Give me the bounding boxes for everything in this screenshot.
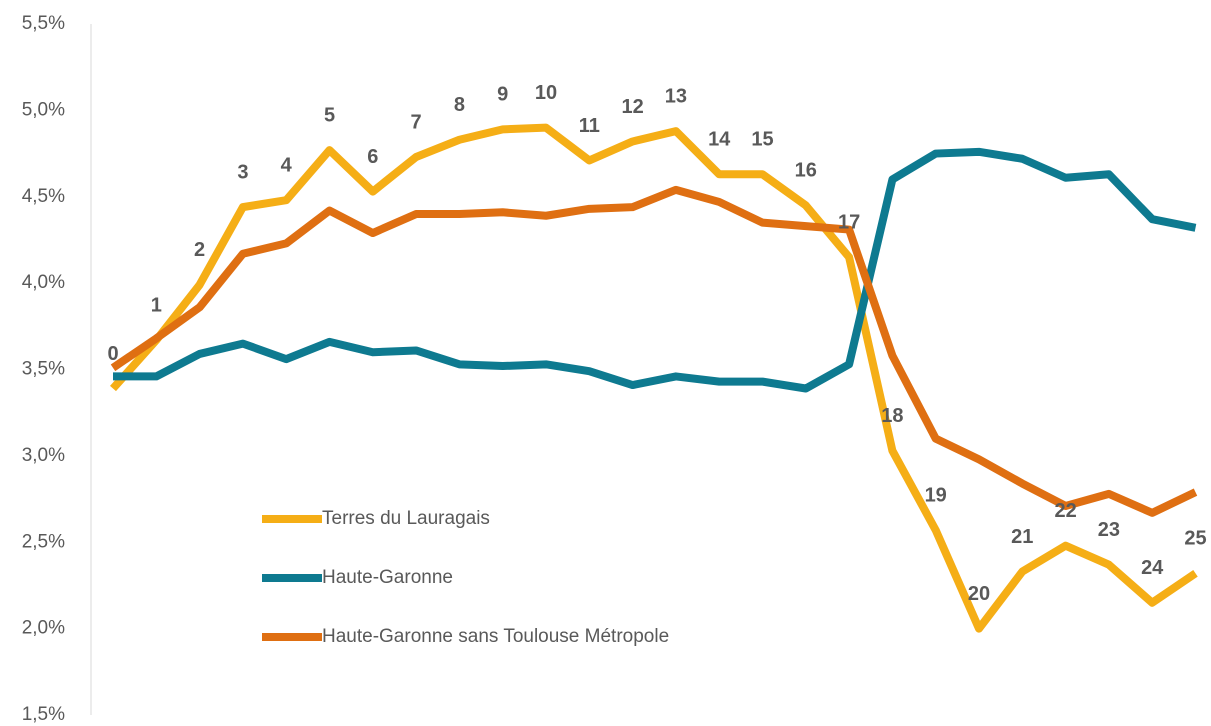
category-label: 20 [968,583,990,605]
category-label: 19 [925,484,947,506]
category-label: 12 [621,96,643,118]
category-label: 0 [107,343,118,365]
y-tick-label: 2,0% [22,618,65,639]
category-label: 1 [151,294,162,316]
category-label: 6 [367,146,378,168]
y-tick-label: 3,0% [22,445,65,466]
category-label: 25 [1184,528,1206,550]
category-label: 16 [795,160,817,182]
category-label: 7 [411,111,422,133]
category-label: 2 [194,239,205,261]
y-tick-label: 4,0% [22,272,65,293]
legend-label: Haute-Garonne [322,567,453,588]
category-label: 3 [237,161,248,183]
category-label: 10 [535,82,557,104]
y-tick-label: 5,0% [22,99,65,120]
legend-label: Haute-Garonne sans Toulouse Métropole [322,626,669,647]
line-series [110,185,1198,517]
category-label: 22 [1054,500,1076,522]
y-tick-label: 1,5% [22,704,65,725]
line-series [110,123,1198,633]
y-tick-label: 5,5% [22,13,65,34]
y-tick-label: 3,5% [22,359,65,380]
category-label: 17 [838,211,860,233]
category-label: 14 [708,129,731,151]
category-label: 18 [881,405,903,427]
category-label: 23 [1098,519,1120,541]
category-label: 15 [751,129,773,151]
category-label: 21 [1011,526,1033,548]
category-label: 8 [454,94,465,116]
category-label: 9 [497,84,508,106]
category-label: 4 [281,154,293,176]
y-tick-label: 2,5% [22,531,65,552]
legend-label: Terres du Lauragais [322,508,490,529]
category-label: 5 [324,104,335,126]
category-label: 13 [665,85,687,107]
category-label: 11 [579,115,600,137]
line-series [113,147,1197,393]
category-label: 24 [1141,557,1164,579]
y-tick-label: 4,5% [22,186,65,207]
